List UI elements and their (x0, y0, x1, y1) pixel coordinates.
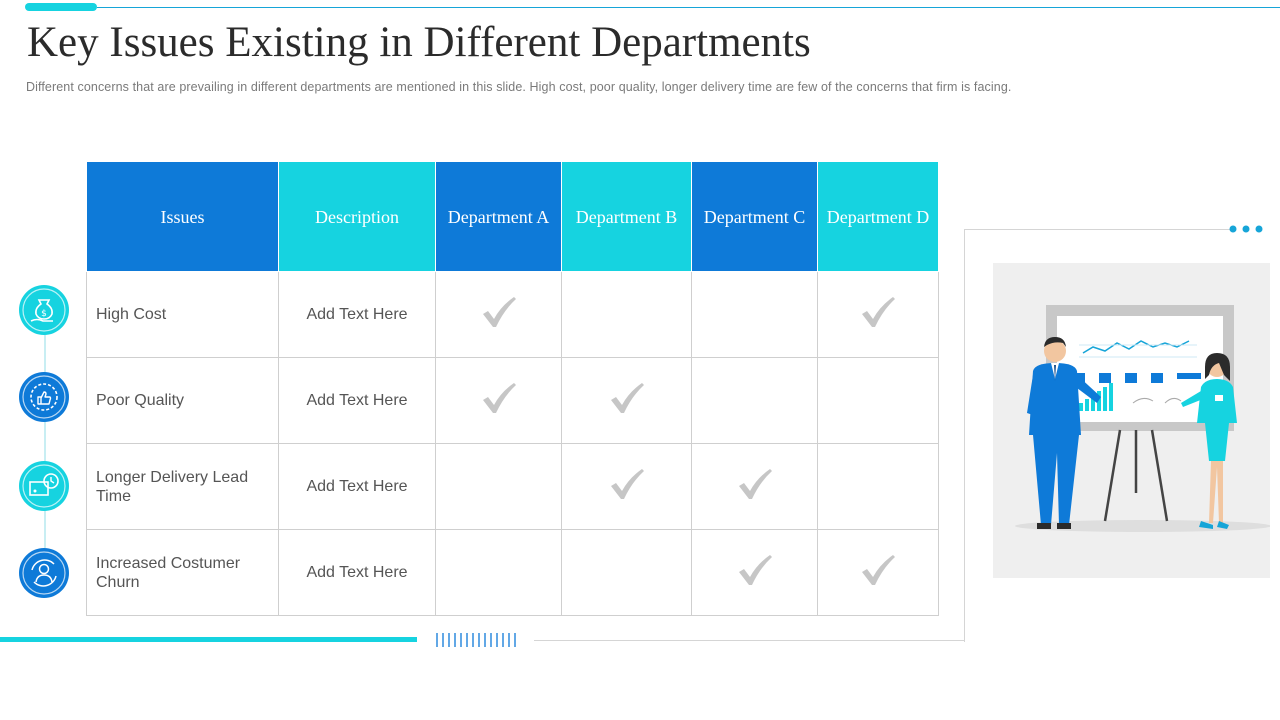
department-a-cell (435, 271, 562, 358)
checkmark-icon (610, 469, 644, 499)
department-a-cell (435, 443, 562, 530)
department-c-cell (691, 529, 818, 616)
issue-cell: Longer Delivery Lead Time (86, 443, 279, 530)
money-hand-icon: $ (19, 285, 69, 335)
table-row: Longer Delivery Lead Time Add Text Here (86, 443, 939, 530)
header-issues: Issues (86, 161, 279, 272)
page-subtitle: Different concerns that are prevailing i… (26, 80, 1012, 94)
checkmark-icon (482, 297, 516, 327)
issue-cell: Increased Costumer Churn (86, 529, 279, 616)
top-accent-bar (25, 3, 97, 11)
header-department-b: Department B (561, 161, 692, 272)
checkmark-icon (610, 383, 644, 413)
bottom-divider-line (534, 640, 965, 641)
bottom-tick-marks (436, 633, 516, 647)
checkmark-icon (738, 469, 772, 499)
svg-text:$: $ (41, 309, 47, 319)
department-a-cell (435, 529, 562, 616)
header-department-c: Department C (691, 161, 818, 272)
header-department-d: Department D (817, 161, 939, 272)
presenters-image (1015, 305, 1271, 532)
department-b-cell (561, 271, 692, 358)
checkmark-icon (738, 555, 772, 585)
department-b-cell (561, 529, 692, 616)
header-description: Description (278, 161, 436, 272)
department-b-cell (561, 443, 692, 530)
department-b-cell (561, 357, 692, 444)
thumbs-up-badge-icon (19, 372, 69, 422)
department-d-cell (817, 271, 939, 358)
table-row: Increased Costumer Churn Add Text Here (86, 529, 939, 616)
icon-connector-line (44, 322, 46, 548)
top-divider-line (97, 7, 1280, 8)
issues-table: Issues Description Department A Departme… (86, 161, 939, 616)
presentation-illustration (993, 263, 1271, 578)
illustration-frame (964, 229, 1231, 642)
header-department-a: Department A (435, 161, 562, 272)
description-cell: Add Text Here (278, 357, 436, 444)
department-d-cell (817, 529, 939, 616)
department-c-cell (691, 357, 818, 444)
page-title: Key Issues Existing in Different Departm… (27, 19, 811, 66)
delivery-clock-icon (19, 461, 69, 511)
department-d-cell (817, 357, 939, 444)
issue-cell: High Cost (86, 271, 279, 358)
department-d-cell (817, 443, 939, 530)
department-a-cell (435, 357, 562, 444)
department-c-cell (691, 443, 818, 530)
table-header-row: Issues Description Department A Departme… (86, 161, 939, 272)
description-cell: Add Text Here (278, 443, 436, 530)
checkmark-icon (862, 297, 895, 327)
customer-refresh-icon (19, 548, 69, 598)
description-cell: Add Text Here (278, 271, 436, 358)
issue-cell: Poor Quality (86, 357, 279, 444)
bottom-accent-bar (0, 637, 417, 642)
department-c-cell (691, 271, 818, 358)
checkmark-icon (862, 555, 895, 585)
three-dots-icon (1229, 225, 1263, 233)
checkmark-icon (482, 383, 516, 413)
table-row: High Cost Add Text Here (86, 271, 939, 358)
description-cell: Add Text Here (278, 529, 436, 616)
table-row: Poor Quality Add Text Here (86, 357, 939, 444)
